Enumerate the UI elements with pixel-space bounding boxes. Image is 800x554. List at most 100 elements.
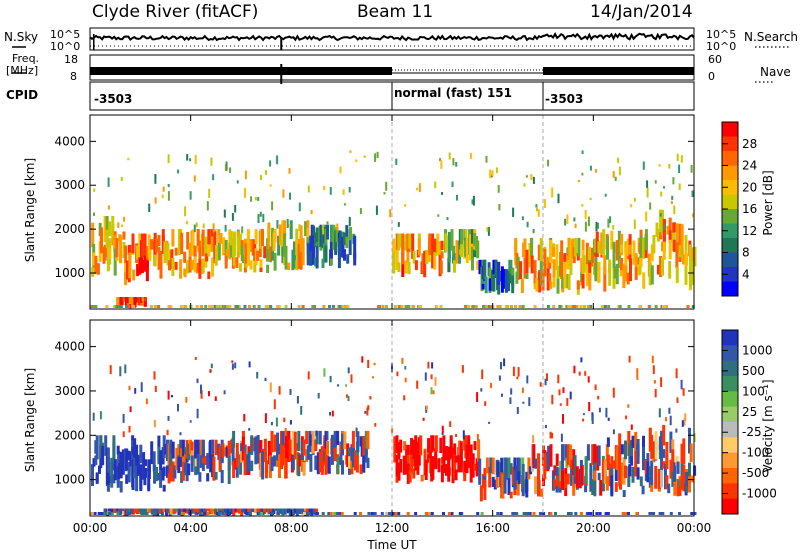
data-cell <box>566 214 569 225</box>
data-cell <box>115 305 119 308</box>
data-cell <box>236 508 240 513</box>
data-cell <box>552 305 556 308</box>
velocity-ylabel: Slant Range [km] <box>23 367 37 473</box>
data-cell <box>399 459 403 473</box>
data-cell <box>337 305 341 308</box>
data-cell <box>447 254 451 263</box>
data-cell <box>140 233 144 258</box>
data-cell <box>589 463 593 492</box>
data-cell <box>245 512 249 515</box>
data-cell <box>171 461 175 482</box>
data-cell <box>630 204 633 208</box>
data-cell <box>267 508 271 514</box>
data-cell <box>252 305 256 308</box>
data-cell <box>364 430 368 455</box>
data-cell <box>240 245 244 262</box>
data-cell <box>94 305 98 308</box>
data-cell <box>133 438 137 458</box>
data-cell <box>326 221 329 225</box>
data-cell <box>563 253 567 262</box>
data-cell <box>521 387 524 393</box>
data-cell <box>451 463 455 476</box>
data-cell <box>267 305 271 308</box>
data-cell <box>642 161 645 170</box>
data-cell <box>281 445 285 466</box>
data-cell <box>671 460 675 487</box>
data-cell <box>348 216 351 227</box>
data-cell <box>544 378 547 386</box>
data-cell <box>497 185 500 193</box>
data-cell <box>214 439 218 456</box>
data-cell <box>201 439 205 458</box>
data-cell <box>675 266 679 283</box>
data-cell <box>621 512 625 515</box>
data-cell <box>110 508 114 514</box>
data-cell <box>549 512 553 515</box>
data-cell <box>596 222 599 229</box>
data-cell <box>108 508 111 512</box>
data-cell <box>295 228 299 247</box>
data-cell <box>123 508 127 516</box>
data-cell <box>353 512 357 515</box>
data-cell <box>174 247 178 256</box>
data-cell <box>426 405 428 411</box>
data-cell <box>345 236 349 249</box>
data-cell <box>159 250 163 279</box>
data-cell <box>261 229 264 246</box>
data-cell <box>669 415 672 426</box>
data-cell <box>289 192 291 200</box>
data-cell <box>244 188 246 198</box>
data-cell <box>586 305 590 308</box>
data-cell <box>271 201 274 211</box>
data-cell <box>346 443 350 468</box>
data-cell <box>315 430 319 445</box>
data-cell <box>313 508 316 515</box>
data-cell <box>140 382 143 393</box>
data-cell <box>652 234 656 254</box>
data-cell <box>659 213 662 217</box>
data-cell <box>549 281 553 289</box>
data-cell <box>509 259 513 274</box>
data-cell <box>112 435 116 464</box>
data-cell <box>491 476 495 487</box>
data-cell <box>689 244 692 265</box>
data-cell <box>323 368 326 377</box>
data-cell <box>469 444 473 472</box>
data-cell <box>329 512 333 515</box>
data-cell <box>509 491 513 499</box>
data-cell <box>482 305 485 308</box>
data-cell <box>449 439 453 452</box>
data-cell <box>307 371 310 380</box>
data-cell <box>113 234 117 258</box>
data-cell <box>254 229 258 245</box>
data-cell <box>659 232 663 240</box>
data-cell <box>532 512 536 515</box>
x-tick-label: 12:00 <box>375 521 410 535</box>
data-cell <box>318 451 322 473</box>
data-cell <box>690 512 694 515</box>
data-cell <box>427 361 430 369</box>
data-cell <box>162 186 165 192</box>
data-cell <box>229 508 233 515</box>
data-cell <box>201 262 205 274</box>
freq-label-line2: [MHz] <box>6 64 39 77</box>
data-cell <box>214 508 218 513</box>
data-cell <box>685 472 689 487</box>
data-cell <box>193 224 196 233</box>
data-cell <box>218 447 222 463</box>
data-cell <box>298 224 301 232</box>
data-cell <box>302 439 306 456</box>
data-cell <box>682 388 685 396</box>
data-cell <box>516 256 520 280</box>
data-cell <box>404 204 407 207</box>
data-cell <box>624 512 628 515</box>
data-cell <box>157 446 161 465</box>
data-cell <box>134 297 138 303</box>
data-cell <box>582 413 585 416</box>
data-cell <box>99 512 103 515</box>
data-cell <box>104 512 108 515</box>
data-cell <box>329 375 332 383</box>
data-cell <box>203 512 207 515</box>
data-cell <box>327 512 331 515</box>
data-cell <box>439 437 443 454</box>
